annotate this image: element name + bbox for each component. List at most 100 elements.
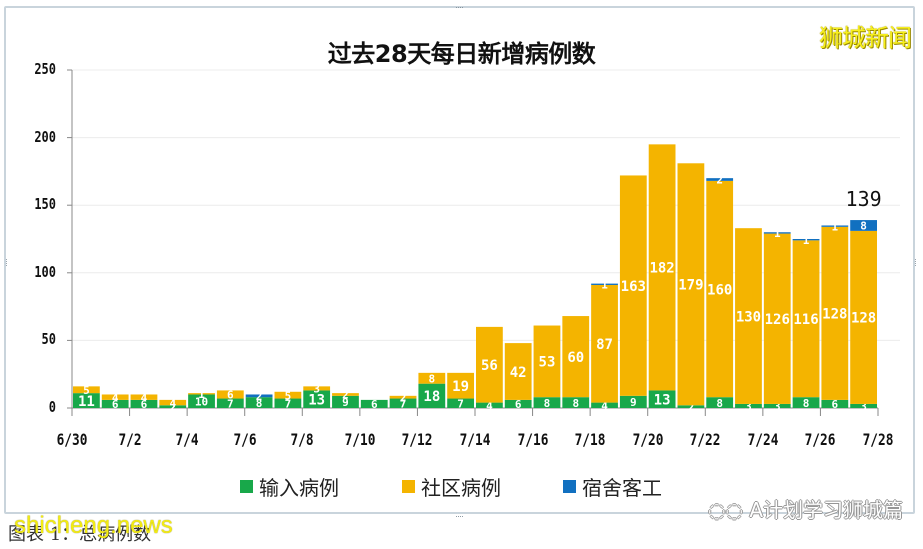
bar-value-label: 56 bbox=[481, 358, 498, 374]
bar-segment bbox=[159, 405, 187, 408]
bar-segment bbox=[821, 226, 849, 400]
bar-value-label: 128 bbox=[851, 311, 876, 327]
bar-segment bbox=[73, 393, 100, 408]
bar-segment bbox=[792, 239, 820, 241]
bar-value-label: 1 bbox=[601, 278, 608, 291]
bar-value-label: 4 bbox=[169, 397, 176, 410]
bar-value-label: 4 bbox=[141, 391, 148, 404]
resize-handle-bottom[interactable]: ···· bbox=[455, 511, 464, 521]
y-tick-label: 250 bbox=[34, 60, 56, 78]
bar-value-label: 1 bbox=[774, 227, 781, 240]
x-tick-label: 7/12 bbox=[402, 430, 433, 449]
bar-segment bbox=[476, 326, 503, 403]
bar-segment bbox=[706, 180, 734, 398]
y-tick-label: 0 bbox=[48, 398, 56, 416]
bar-segment bbox=[591, 283, 618, 285]
bar-segment bbox=[619, 175, 647, 396]
bar-segment bbox=[303, 390, 331, 408]
bar-segment bbox=[648, 390, 676, 408]
bar-value-label: 3 bbox=[860, 400, 867, 413]
bar-segment bbox=[763, 233, 791, 404]
x-tick-label: 7/20 bbox=[632, 430, 664, 449]
bar-value-label: 7 bbox=[227, 397, 234, 410]
legend-label: 社区病例 bbox=[421, 476, 501, 500]
legend-item-imported[interactable]: 输入病例 bbox=[240, 472, 339, 501]
bar-segment bbox=[504, 399, 532, 408]
bar-value-label: 8 bbox=[544, 397, 551, 410]
chart-legend: 输入病例 社区病例 宿舍客工 bbox=[0, 472, 923, 500]
bar-segment bbox=[188, 394, 215, 408]
bar-segment bbox=[504, 343, 532, 400]
bar-value-label: 7 bbox=[457, 397, 464, 410]
bar-value-label: 6 bbox=[227, 389, 234, 402]
site-watermark: shicheng.news bbox=[14, 512, 173, 539]
resize-handle-top[interactable]: ···· bbox=[455, 2, 464, 12]
legend-swatch-yellow bbox=[402, 480, 415, 493]
bar-value-label: 4 bbox=[601, 399, 608, 412]
bar-value-label: 18 bbox=[423, 389, 440, 405]
bar-value-label: 8 bbox=[256, 397, 263, 410]
bar-segment bbox=[274, 391, 302, 399]
bar-value-label: 5 bbox=[285, 389, 292, 402]
bar-segment bbox=[303, 386, 331, 391]
resize-handle-left[interactable]: ···· bbox=[2, 258, 12, 266]
bar-segment bbox=[101, 394, 129, 400]
legend-item-dormitory[interactable]: 宿舍客工 bbox=[563, 472, 662, 501]
bar-value-label: 7 bbox=[285, 397, 292, 410]
legend-item-community[interactable]: 社区病例 bbox=[402, 472, 501, 501]
bar-segment bbox=[216, 390, 244, 399]
bar-segment bbox=[850, 230, 877, 404]
bar-segment bbox=[591, 284, 618, 403]
total-annotation: 139 bbox=[846, 187, 882, 211]
bar-segment bbox=[706, 178, 734, 181]
bar-segment bbox=[447, 398, 474, 408]
bar-segment bbox=[159, 399, 187, 406]
bar-segment bbox=[188, 393, 215, 395]
bar-segment bbox=[533, 397, 561, 408]
bar-value-label: 3 bbox=[313, 383, 320, 396]
y-tick-label: 150 bbox=[34, 195, 56, 214]
chart-frame bbox=[4, 6, 915, 514]
bar-value-label: 2 bbox=[342, 389, 349, 402]
bar-segment bbox=[850, 403, 877, 408]
bar-segment bbox=[274, 398, 302, 408]
legend-swatch-blue bbox=[563, 480, 576, 493]
bar-segment bbox=[562, 397, 590, 408]
bar-value-label: 2 bbox=[688, 401, 695, 414]
bar-segment bbox=[360, 399, 388, 408]
bar-segment bbox=[763, 232, 791, 234]
bar-segment bbox=[476, 402, 503, 408]
bar-segment bbox=[245, 394, 273, 398]
bar-value-label: 6 bbox=[112, 398, 119, 411]
bar-value-label: 130 bbox=[736, 309, 761, 325]
bar-segment bbox=[418, 383, 446, 408]
bar-segment bbox=[677, 405, 705, 408]
bar-value-label: 19 bbox=[452, 379, 469, 395]
bar-segment bbox=[447, 372, 474, 399]
x-tick-label: 7/28 bbox=[862, 430, 894, 449]
bar-value-label: 13 bbox=[654, 393, 671, 409]
x-tick-label: 7/10 bbox=[344, 430, 376, 449]
x-tick-label: 7/22 bbox=[689, 430, 721, 449]
bar-segment bbox=[706, 397, 734, 408]
bar-value-label: 13 bbox=[308, 393, 325, 409]
bar-segment bbox=[73, 386, 100, 394]
bar-value-label: 179 bbox=[678, 278, 703, 294]
x-tick-label: 7/18 bbox=[574, 430, 606, 449]
bar-value-label: 2 bbox=[256, 390, 263, 403]
bar-segment bbox=[850, 220, 877, 231]
legend-swatch-green bbox=[240, 480, 253, 493]
bar-value-label: 53 bbox=[539, 355, 556, 371]
bar-value-label: 1 bbox=[803, 234, 810, 247]
bar-value-label: 7 bbox=[400, 397, 407, 410]
bar-value-label: 8 bbox=[803, 397, 810, 410]
bar-segment bbox=[735, 228, 762, 404]
bar-value-label: 6 bbox=[515, 398, 522, 411]
resize-handle-right[interactable]: ···· bbox=[911, 258, 921, 266]
bar-value-label: 116 bbox=[793, 312, 818, 328]
bar-value-label: 6 bbox=[141, 398, 148, 411]
y-tick-label: 200 bbox=[34, 127, 56, 146]
bar-segment bbox=[792, 397, 820, 408]
bar-segment bbox=[648, 144, 676, 391]
